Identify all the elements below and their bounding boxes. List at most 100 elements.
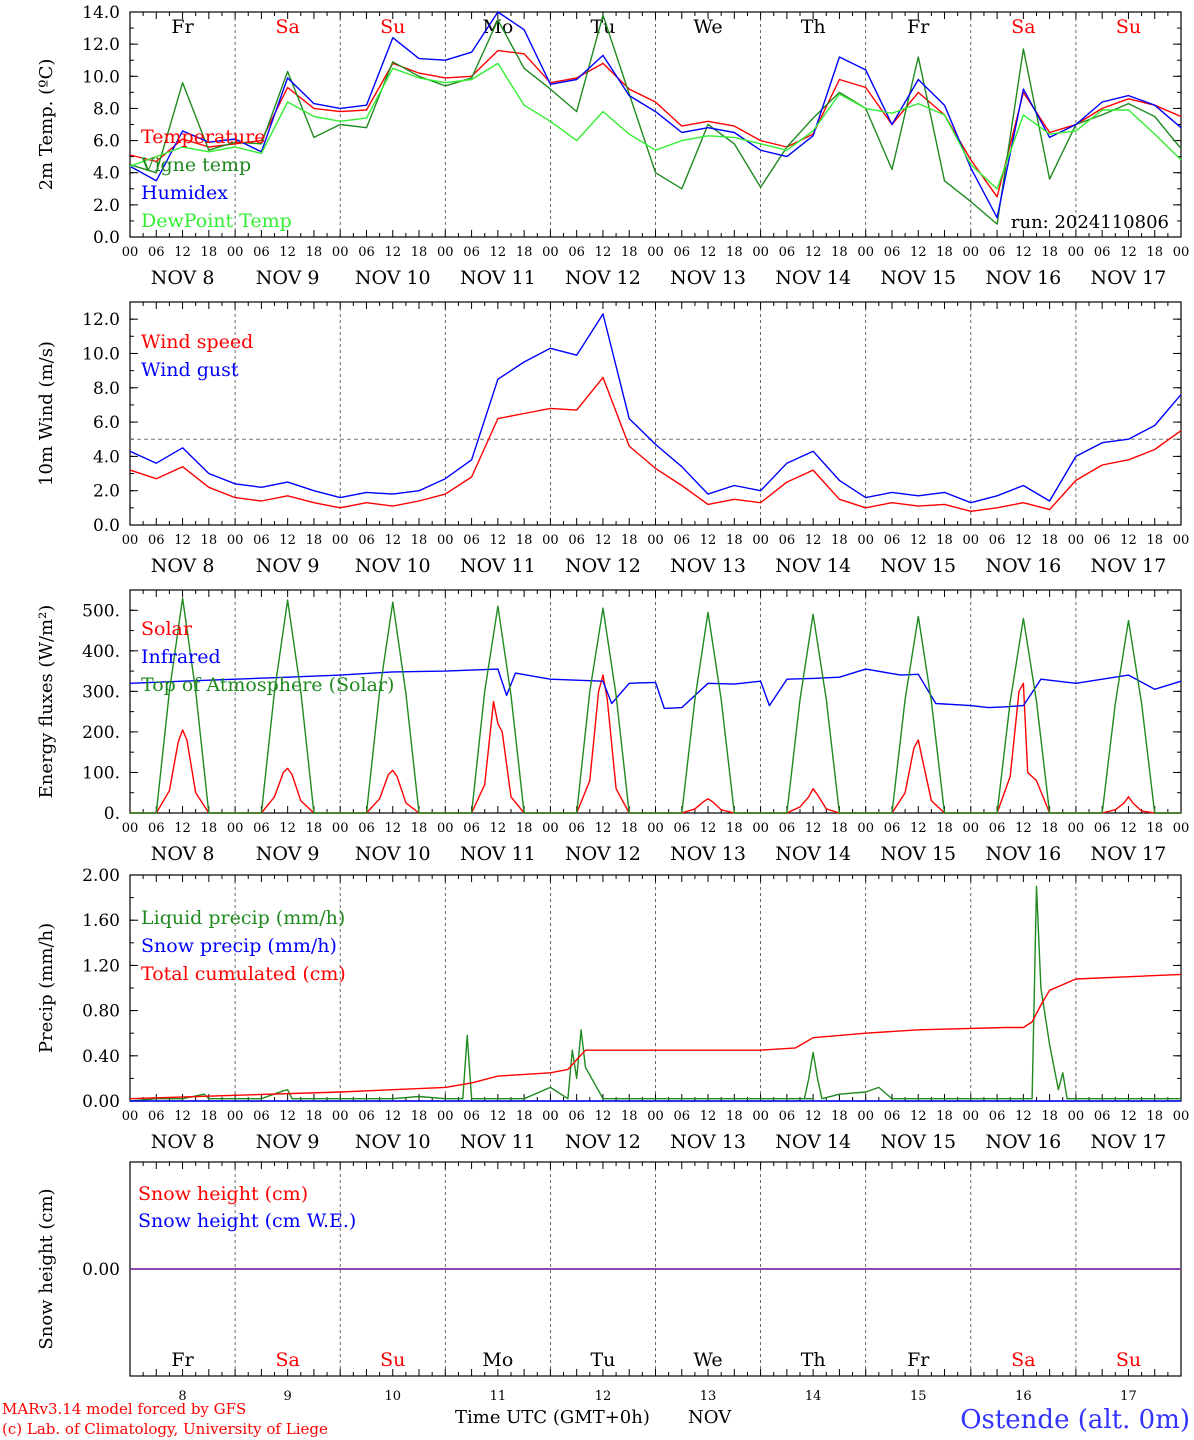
legend-entry: Snow height (cm W.E.)	[138, 1210, 356, 1232]
date-label: NOV 17	[1091, 843, 1167, 865]
weekday-label: Mo	[482, 16, 513, 38]
date-label: NOV 9	[256, 843, 320, 865]
date-label: NOV 9	[256, 1131, 320, 1153]
hour-label: 00	[437, 821, 454, 836]
hour-label: 06	[358, 533, 375, 548]
hour-label: 00	[227, 245, 244, 260]
date-label: NOV 16	[985, 1131, 1061, 1153]
day-number: 11	[490, 1389, 507, 1404]
hour-label: 06	[779, 1109, 796, 1124]
hour-label: 12	[700, 245, 717, 260]
hour-label: 06	[463, 533, 480, 548]
date-label: NOV 8	[151, 555, 215, 577]
date-label: NOV 11	[460, 555, 536, 577]
weekday-label: Sa	[1011, 16, 1035, 38]
hour-label: 18	[306, 1109, 323, 1124]
hour-label: 06	[674, 533, 691, 548]
hour-label: 00	[122, 821, 139, 836]
credit-line-1: MARv3.14 model forced by GFS	[2, 1400, 246, 1418]
y-tick-label: 100.	[82, 763, 120, 783]
series-line	[129, 11, 1182, 219]
date-label: NOV 9	[256, 555, 320, 577]
hour-label: 00	[1173, 821, 1190, 836]
date-label: NOV 12	[565, 555, 641, 577]
hour-label: 18	[936, 821, 953, 836]
hour-label: 12	[805, 1109, 822, 1124]
weekday-label: We	[693, 16, 722, 38]
hour-label: 12	[1015, 821, 1032, 836]
hour-label: 06	[358, 1109, 375, 1124]
date-label: NOV 11	[460, 1131, 536, 1153]
day-number: 13	[700, 1389, 717, 1404]
hour-label: 18	[1041, 245, 1058, 260]
hour-label: 18	[411, 1109, 428, 1124]
hour-label: 00	[122, 245, 139, 260]
plot-frame	[129, 589, 1182, 814]
weekday-label: Fr	[907, 1349, 930, 1371]
plot-frame	[129, 301, 1182, 526]
hour-label: 18	[411, 245, 428, 260]
hour-label: 12	[279, 245, 296, 260]
legend-entry: Wind speed	[141, 331, 253, 353]
hour-label: 06	[1094, 533, 1111, 548]
date-label: NOV 17	[1091, 267, 1167, 289]
hour-label: 00	[1068, 1109, 1085, 1124]
y-tick-label: 0.	[104, 804, 120, 824]
station-name: Ostende (alt. 0m)	[960, 1405, 1190, 1435]
weekday-label: Tu	[590, 1349, 615, 1371]
hour-label: 00	[857, 245, 874, 260]
hour-label: 00	[332, 245, 349, 260]
hour-label: 06	[674, 1109, 691, 1124]
hour-label: 00	[542, 533, 559, 548]
hour-label: 06	[1094, 821, 1111, 836]
hour-label: 06	[358, 245, 375, 260]
panel-5: 0.00 Snow height (cm) Fr Sa Su Mo Tu We Th Fr Sa Su…	[36, 1161, 1182, 1404]
hour-label: 18	[516, 245, 533, 260]
hour-label: 00	[542, 245, 559, 260]
hour-label: 12	[700, 821, 717, 836]
hour-label: 06	[989, 821, 1006, 836]
hour-label: 18	[831, 245, 848, 260]
hour-label: 12	[1120, 821, 1137, 836]
hour-label: 18	[621, 1109, 638, 1124]
y-axis-title: Snow height (cm)	[36, 1188, 57, 1349]
hour-label: 12	[910, 1109, 927, 1124]
day-number: 15	[910, 1389, 927, 1404]
y-tick-label: 0.00	[82, 1260, 120, 1280]
hour-label: 12	[279, 821, 296, 836]
hour-label: 00	[227, 821, 244, 836]
hour-label: 00	[857, 533, 874, 548]
date-label: NOV 13	[670, 1131, 746, 1153]
legend-entry: Wind gust	[141, 359, 239, 381]
y-tick-label: 6.0	[93, 132, 120, 152]
y-tick-label: 2.0	[93, 196, 120, 216]
hour-label: 12	[910, 533, 927, 548]
hour-label: 18	[306, 245, 323, 260]
hour-label: 00	[1068, 821, 1085, 836]
series-line	[129, 668, 1182, 710]
hour-label: 06	[989, 1109, 1006, 1124]
weekday-label: Mo	[482, 1349, 513, 1371]
hour-label: 18	[516, 1109, 533, 1124]
hour-label: 18	[726, 821, 743, 836]
date-label: NOV 15	[880, 843, 956, 865]
hour-label: 00	[752, 821, 769, 836]
hour-label: 06	[148, 245, 165, 260]
hour-label: 06	[148, 821, 165, 836]
y-tick-label: 4.0	[93, 447, 120, 467]
hour-label: 06	[568, 533, 585, 548]
legend-entry: Vigne temp	[140, 154, 251, 176]
y-tick-label: 8.0	[93, 379, 120, 399]
hour-label: 00	[1173, 245, 1190, 260]
hour-label: 00	[647, 533, 664, 548]
hour-label: 12	[910, 821, 927, 836]
date-label: NOV 13	[670, 555, 746, 577]
legend-entry: Total cumulated (cm)	[141, 963, 346, 985]
day-number: 8	[178, 1389, 186, 1404]
y-tick-label: 8.0	[93, 99, 120, 119]
hour-label: 00	[752, 533, 769, 548]
weekday-label: Fr	[171, 16, 194, 38]
hour-label: 06	[253, 533, 270, 548]
hour-label: 18	[936, 1109, 953, 1124]
day-number: 16	[1015, 1389, 1032, 1404]
